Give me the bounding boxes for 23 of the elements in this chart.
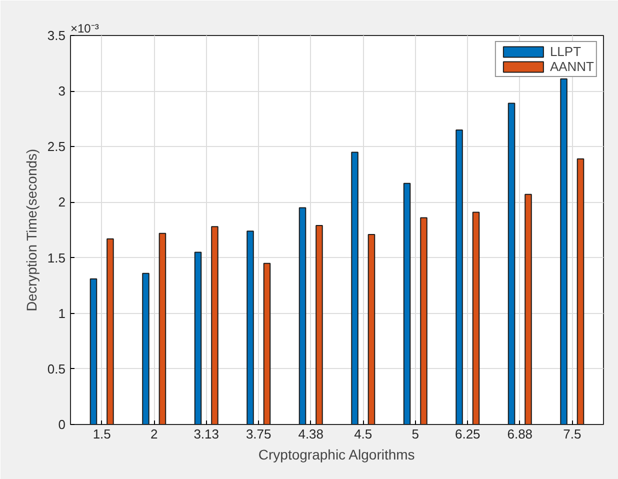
text: ×10⁻³ [70, 22, 99, 36]
x-tick-label: 2 [150, 426, 158, 442]
y-tick-label: 3 [58, 84, 66, 99]
x-tick-label: 4.38 [298, 426, 324, 442]
y-tick-label: 2 [58, 194, 66, 210]
legend-label: LLPT [550, 44, 582, 59]
y-tick-label: 1 [58, 306, 66, 321]
x-tick-label: 3.75 [246, 426, 272, 442]
x-tick-label: 7.5 [563, 426, 582, 442]
x-tick-label: 6.88 [507, 426, 533, 442]
x-tick-label: 4.5 [354, 426, 372, 442]
x-tick-label: 3.13 [194, 426, 220, 442]
x-axis-title: Cryptographic Algorithms [258, 446, 415, 462]
y-tick-label: 0 [58, 417, 66, 432]
x-tick-label: 1.5 [92, 426, 111, 442]
x-tick-label: 6.25 [454, 426, 480, 442]
y-tick-label: 3.5 [47, 28, 66, 43]
y-tick-label: 0.5 [47, 361, 66, 376]
y-tick-label: 1.5 [47, 250, 66, 266]
legend-label: AANNT [550, 59, 594, 74]
y-axis-title: Decryption Time(seconds) [23, 148, 40, 312]
y-tick-label: 2.5 [47, 139, 66, 154]
x-tick-label: 5 [412, 426, 419, 442]
